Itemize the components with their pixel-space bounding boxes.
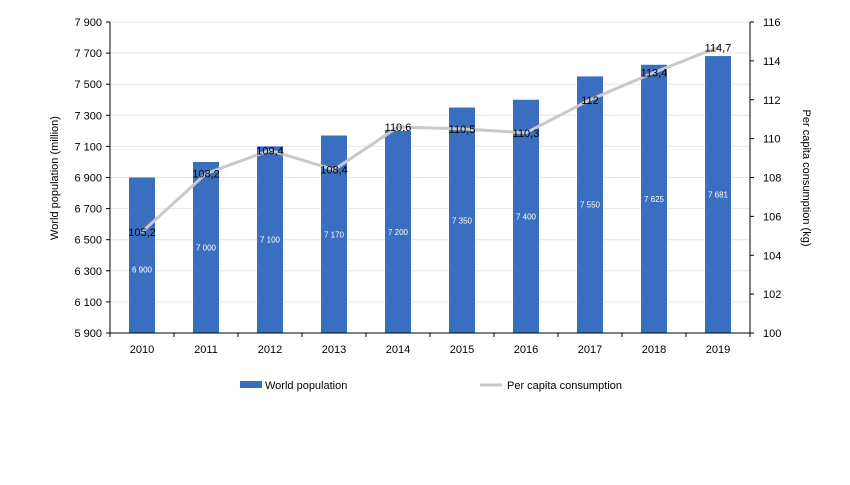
bar-2016 [513,99,539,333]
line-path [140,45,719,234]
line-value-label-2014: 110.6 [385,122,412,134]
line-value-label-2016: 110,3 [513,128,540,140]
bar-value-label-2014: 7 200 [388,228,409,237]
bar-2018 [641,64,667,333]
left-y-tick-label: 7 900 [74,17,102,29]
left-y-tick-label: 7 500 [74,79,102,91]
line-point-2014 [396,125,400,129]
left-y-tick-label: 6 700 [74,204,102,216]
left-y-tick-label: 7 700 [74,48,102,60]
bar-value-label-2011: 7 000 [196,243,217,252]
line-point-2012 [268,148,272,152]
line-value-label-2011: 108,2 [192,169,220,181]
x-tick-label-2019: 2019 [706,344,730,356]
bar-value-label-2010: 6 900 [132,265,153,274]
line-point-2011 [204,172,208,176]
x-tick-label-2016: 2016 [514,344,538,356]
bar-2017 [577,76,603,334]
x-tick-labels: 2010 2011 2012 2013 2014 2015 2016 2017 2018 2019 [130,344,730,356]
bar-value-labels: 6 900 7 000 7 100 7 170 7 200 7 350 7 400 7 550… [132,191,729,275]
legend-swatch-world-population [240,381,262,388]
bar-value-label-2019: 7 681 [708,191,729,200]
line-point-2017 [588,98,592,102]
left-y-tick-label: 7 300 [74,110,102,122]
line-point-2010 [140,230,144,234]
left-y-tick-label: 6 100 [74,297,102,309]
line-value-label-2012: 109,4 [256,145,284,157]
left-y-tick-label: 6 900 [74,173,102,185]
line-value-label-2010: 105,2 [128,227,156,239]
bar-2019 [705,56,731,333]
line-series-per-capita-consumption [140,45,720,234]
left-y-tick-label: 6 500 [74,235,102,247]
bar-value-label-2018: 7 625 [644,195,665,204]
left-y-tick-label: 7 100 [74,141,102,153]
bar-value-label-2017: 7 550 [580,201,601,210]
x-tick-label-2017: 2017 [578,344,602,356]
bar-value-label-2015: 7 350 [452,216,473,225]
right-y-tick-label: 112 [763,95,781,107]
line-value-labels: 105,2 108,2 109,4 108,4 110.6 110,5 110,3 112 11… [128,42,731,239]
bar-2012 [257,146,283,333]
left-y-tick-label: 5 900 [74,328,102,340]
axes [106,21,754,337]
bar-2010 [129,177,155,333]
x-tick-label-2018: 2018 [642,344,666,356]
right-y-axis-title: Per capita consumption (kg) [800,110,812,247]
bar-value-label-2016: 7 400 [516,212,537,221]
x-tick-label-2012: 2012 [258,344,282,356]
bar-2011 [193,161,219,333]
bar-value-label-2013: 7 170 [324,230,345,239]
left-y-axis-title: World population (million) [49,116,61,240]
legend: World population Per capita consumption [240,380,622,392]
line-value-label-2018: 113,4 [641,68,668,80]
right-y-tick-label: 100 [763,328,781,340]
line-point-2019 [716,45,720,49]
right-y-tick-label: 102 [763,289,781,301]
right-y-tick-label: 110 [763,134,781,146]
line-point-2013 [332,168,336,172]
bar-2014 [385,130,411,333]
x-tick-label-2015: 2015 [450,344,474,356]
x-tick-label-2010: 2010 [130,344,154,356]
x-tick-label-2014: 2014 [386,344,410,356]
bar-value-label-2012: 7 100 [260,236,281,245]
right-y-tick-label: 108 [763,173,781,185]
bar-2015 [449,107,475,334]
bar-series-world-population [129,56,731,334]
line-point-2016 [524,131,528,135]
right-y-tick-label: 116 [763,17,781,29]
line-value-label-2013: 108,4 [320,165,348,177]
line-value-label-2019: 114,7 [705,42,732,54]
right-y-tick-label: 104 [763,250,781,262]
right-y-tick-labels: 100 102 104 106 108 110 112 114 116 [763,17,781,340]
line-value-label-2017: 112 [581,95,599,107]
line-point-2015 [460,127,464,131]
legend-label-world-population: World population [265,380,347,392]
legend-label-per-capita-consumption: Per capita consumption [507,380,622,392]
right-y-tick-label: 106 [763,211,781,223]
right-y-tick-label: 114 [763,56,781,68]
left-y-tick-labels: 5 900 6 100 6 300 6 500 6 700 6 900 7 100 7 300… [74,17,102,340]
line-point-2018 [652,71,656,75]
line-value-label-2015: 110,5 [449,124,476,136]
left-y-tick-label: 6 300 [74,266,102,278]
x-tick-label-2013: 2013 [322,344,346,356]
x-tick-label-2011: 2011 [194,344,218,356]
